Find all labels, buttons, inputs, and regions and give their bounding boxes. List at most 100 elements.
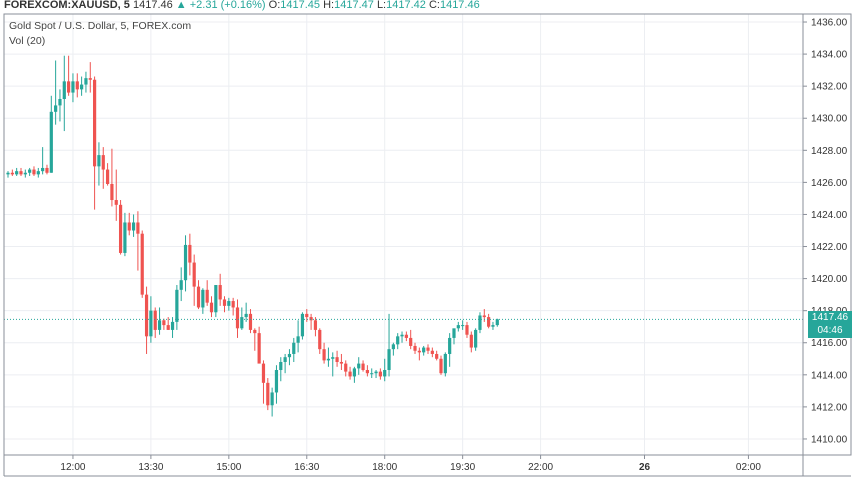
candle-body bbox=[114, 200, 118, 205]
candle-body bbox=[357, 363, 361, 369]
y-tick-label: 1420.00 bbox=[811, 274, 848, 285]
open-value: 1417.45 bbox=[280, 0, 321, 11]
candle-body bbox=[413, 345, 417, 351]
candle-body bbox=[157, 320, 162, 330]
candle-body bbox=[45, 167, 49, 173]
candle-body bbox=[417, 350, 421, 353]
symbol-header: FOREXCOM:XAUUSD, 5 1417.46 ▲ +2.31 (+0.1… bbox=[4, 0, 480, 11]
candle-body bbox=[270, 392, 274, 406]
candle-body bbox=[491, 325, 495, 327]
candle-body bbox=[487, 317, 491, 327]
y-tick-label: 1434.00 bbox=[811, 50, 848, 61]
candle-body bbox=[196, 286, 201, 308]
candle-body bbox=[54, 105, 58, 112]
candle-body bbox=[67, 81, 71, 93]
plot-frame bbox=[3, 13, 852, 456]
candle-body bbox=[101, 155, 105, 170]
candle-body bbox=[409, 337, 413, 346]
low-value: 1417.42 bbox=[386, 0, 426, 11]
volume-indicator[interactable]: Vol (20) bbox=[9, 35, 46, 47]
candle-body bbox=[387, 349, 391, 371]
candle-body bbox=[71, 81, 75, 93]
x-tick-label: 15:00 bbox=[216, 462, 241, 473]
candle-body bbox=[188, 244, 192, 263]
y-tick-label: 1426.00 bbox=[811, 178, 848, 189]
candle-body bbox=[378, 371, 382, 377]
price-tag-value: 1417.46 bbox=[811, 312, 849, 324]
candles bbox=[6, 55, 499, 417]
candle-body bbox=[75, 81, 79, 90]
candle-body bbox=[227, 301, 231, 306]
candle-body bbox=[170, 321, 175, 330]
candle-body bbox=[374, 371, 378, 374]
candle-body bbox=[214, 285, 218, 313]
change-value: +2.31 (+0.16%) bbox=[189, 0, 266, 11]
candle-body bbox=[192, 262, 196, 287]
candle-body bbox=[461, 325, 465, 327]
candle-body bbox=[201, 289, 205, 308]
candle-body bbox=[474, 329, 478, 348]
low-label: L: bbox=[376, 0, 387, 11]
candle-body bbox=[32, 169, 36, 175]
candle-body bbox=[118, 204, 123, 253]
high-label: H: bbox=[323, 0, 335, 11]
candle-body bbox=[218, 285, 222, 300]
price-tag-countdown: 04:46 bbox=[817, 325, 843, 337]
candle-body bbox=[292, 342, 296, 354]
grid bbox=[4, 14, 803, 455]
x-tick-label: 12:00 bbox=[60, 462, 85, 473]
candle-body bbox=[404, 334, 408, 338]
candle-body bbox=[166, 325, 170, 330]
close-label: C: bbox=[428, 0, 440, 11]
candle-body bbox=[84, 78, 88, 85]
y-tick-label: 1422.00 bbox=[811, 242, 848, 253]
axes[interactable]: 1410.001412.001414.001416.001418.001420.… bbox=[3, 13, 852, 477]
candle-body bbox=[287, 353, 292, 358]
candle-body bbox=[80, 84, 84, 90]
candle-body bbox=[235, 307, 240, 329]
candle-body bbox=[352, 368, 356, 377]
candle-body bbox=[318, 329, 322, 350]
candle-body bbox=[296, 336, 300, 343]
candle-body bbox=[274, 370, 279, 393]
candle-body bbox=[49, 111, 53, 173]
candle-body bbox=[370, 373, 374, 375]
candle-body bbox=[456, 325, 460, 329]
candle-body bbox=[313, 320, 318, 330]
candle-body bbox=[383, 370, 387, 377]
candle-body bbox=[426, 347, 430, 351]
y-tick-label: 1428.00 bbox=[811, 146, 848, 157]
candle-body bbox=[58, 98, 62, 106]
candle-body bbox=[279, 361, 283, 371]
candle-body bbox=[365, 370, 369, 374]
candle-body bbox=[465, 325, 469, 335]
candle-body bbox=[153, 310, 157, 330]
x-tick-label: 18:00 bbox=[372, 462, 397, 473]
last-price-tag: 1417.46 04:46 bbox=[808, 311, 852, 339]
candle-body bbox=[326, 358, 331, 361]
candle-body bbox=[123, 222, 127, 253]
candle-body bbox=[23, 172, 27, 175]
y-tick-label: 1424.00 bbox=[811, 210, 848, 221]
candle-body bbox=[439, 358, 443, 374]
candle-body bbox=[452, 328, 456, 338]
y-tick-label: 1414.00 bbox=[811, 370, 848, 381]
candle-body bbox=[422, 347, 426, 353]
candle-body bbox=[62, 81, 66, 99]
candle-body bbox=[10, 172, 14, 175]
candle-body bbox=[244, 313, 248, 318]
x-tick-label: 13:30 bbox=[138, 462, 163, 473]
candle-body bbox=[162, 320, 166, 326]
candle-body bbox=[248, 313, 253, 330]
candle-body bbox=[469, 334, 473, 348]
last-price: 1417.46 bbox=[132, 0, 173, 11]
chart-title: Gold Spot / U.S. Dollar, 5, FOREX.com bbox=[9, 20, 192, 32]
candle-body bbox=[97, 155, 101, 167]
symbol-label[interactable]: FOREXCOM:XAUUSD, 5 bbox=[4, 0, 130, 11]
candle-body bbox=[482, 315, 486, 318]
candle-body bbox=[110, 183, 114, 201]
candle-body bbox=[136, 222, 140, 234]
candle-body bbox=[361, 363, 365, 371]
